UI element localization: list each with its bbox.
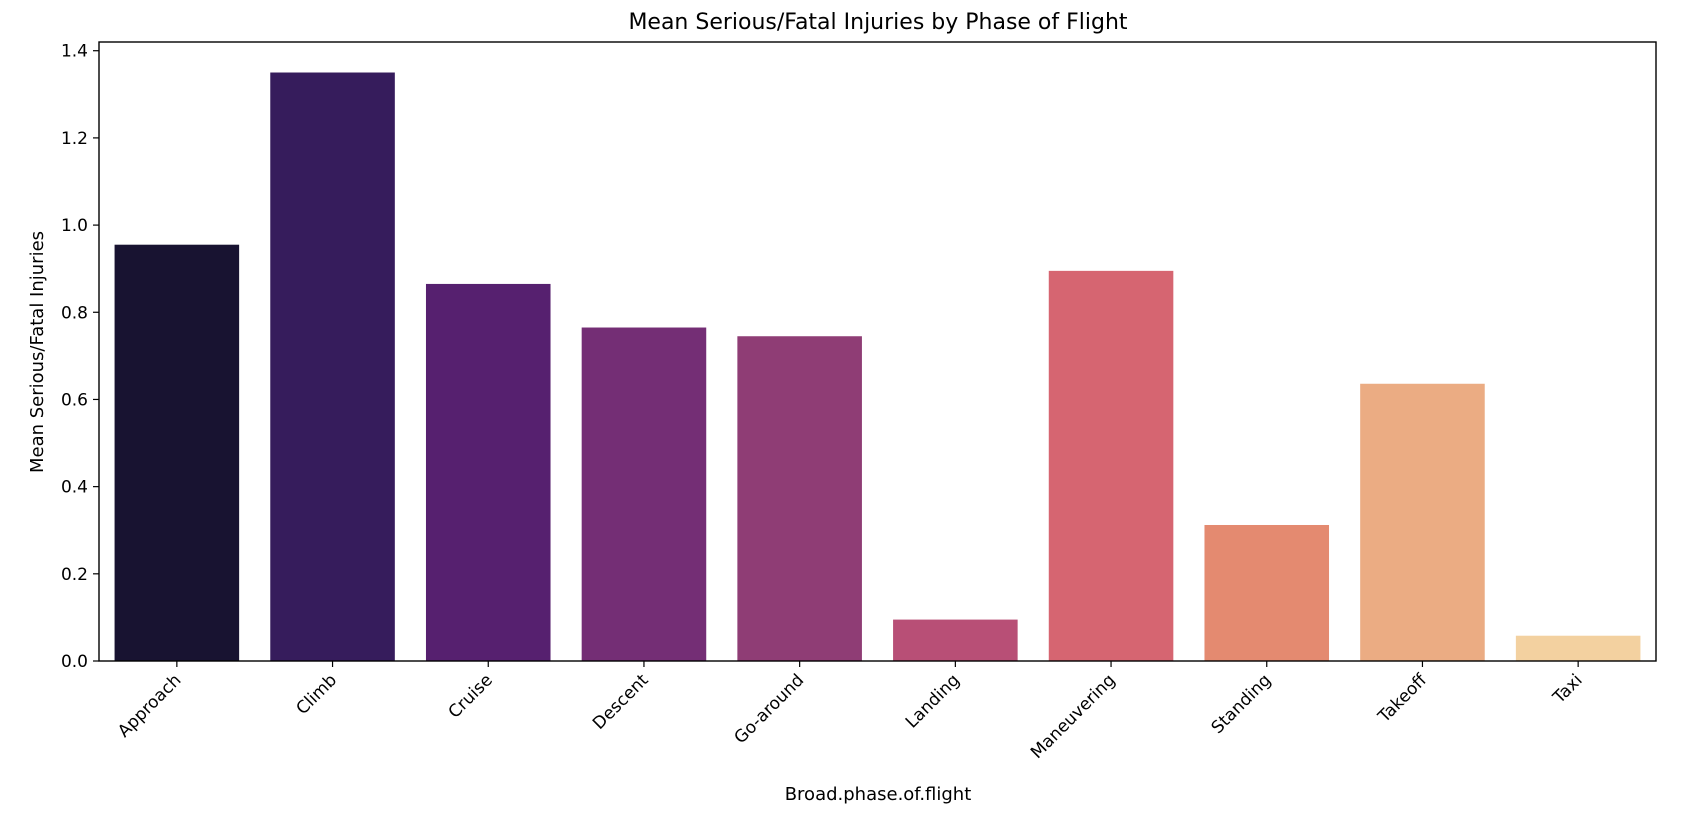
y-tick-label: 0.2 <box>61 565 88 585</box>
y-axis-label: Mean Serious/Fatal Injuries <box>27 231 48 473</box>
bar-climb <box>270 72 395 661</box>
bar-maneuvering <box>1048 270 1174 661</box>
x-tick-label: Go-around <box>731 670 809 748</box>
y-tick-label: 1.4 <box>61 42 88 62</box>
x-tick-label: Takeoff <box>1374 669 1432 727</box>
bar-cruise <box>425 283 551 661</box>
x-tick-label: Taxi <box>1549 670 1587 708</box>
x-tick-label: Standing <box>1208 670 1276 738</box>
x-tick-label: Cruise <box>445 670 497 722</box>
x-tick-label: Landing <box>902 670 964 732</box>
bar-taxi <box>1515 635 1641 661</box>
bar-approach <box>114 244 240 661</box>
x-tick-label: Approach <box>114 670 185 741</box>
bar-descent <box>581 327 707 661</box>
y-axis: 0.0 0.2 0.4 0.6 0.8 1.0 1.2 1.4 <box>61 42 99 672</box>
bar-standing <box>1204 524 1330 661</box>
bars-group <box>114 72 1641 661</box>
y-tick-label: 0.8 <box>61 303 88 323</box>
y-tick-label: 0.6 <box>61 390 88 410</box>
y-tick-label: 1.0 <box>61 216 88 236</box>
x-axis-label: Broad.phase.of.flight <box>785 784 972 805</box>
x-tick-label: Maneuvering <box>1027 670 1120 763</box>
y-tick-label: 0.0 <box>61 652 88 672</box>
bar-go-around <box>737 336 862 661</box>
y-tick-label: 0.4 <box>61 478 88 498</box>
bar-takeoff <box>1360 383 1485 661</box>
x-tick-label: Descent <box>589 670 653 734</box>
x-axis: Approach Climb Cruise Descent Go-around Landi… <box>114 661 1587 763</box>
bar-landing <box>893 619 1018 661</box>
y-tick-label: 1.2 <box>61 129 88 149</box>
x-tick-label: Climb <box>293 670 342 719</box>
chart-title: Mean Serious/Fatal Injuries by Phase of … <box>628 10 1127 35</box>
plot-frame <box>98 41 1657 662</box>
